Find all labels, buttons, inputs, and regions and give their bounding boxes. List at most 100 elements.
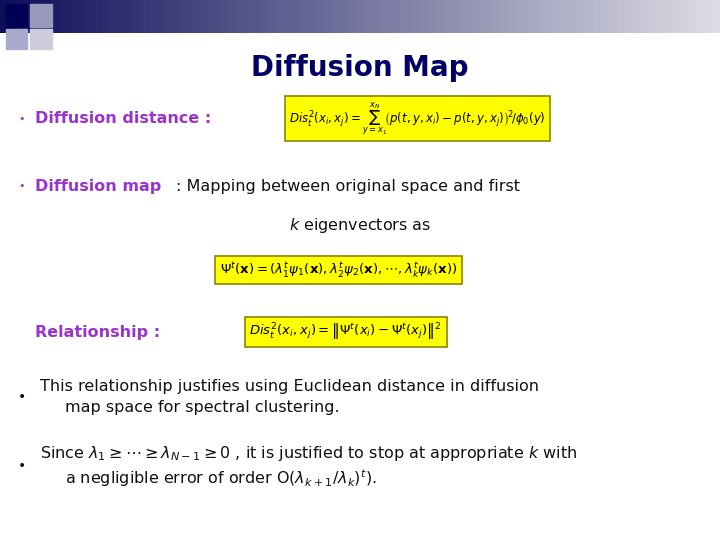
Bar	[115, 0, 117, 33]
Bar	[171, 0, 173, 33]
Bar	[367, 0, 369, 33]
Bar	[605, 0, 607, 33]
Bar	[197, 0, 199, 33]
Bar	[547, 0, 549, 33]
Bar	[96, 0, 99, 33]
Bar	[437, 0, 439, 33]
Bar	[163, 0, 166, 33]
Bar	[86, 0, 89, 33]
Bar	[362, 0, 365, 33]
Bar	[708, 0, 711, 33]
Bar	[535, 0, 538, 33]
Bar	[430, 0, 432, 33]
Bar	[562, 0, 564, 33]
Bar	[600, 0, 603, 33]
Bar	[405, 0, 408, 33]
Bar	[593, 0, 595, 33]
Bar	[571, 0, 574, 33]
Bar	[307, 0, 310, 33]
Bar	[27, 0, 29, 33]
Bar	[247, 0, 250, 33]
Bar	[468, 0, 470, 33]
Bar	[333, 0, 336, 33]
Bar	[540, 0, 542, 33]
Bar	[425, 0, 427, 33]
Bar	[619, 0, 621, 33]
Bar	[182, 0, 185, 33]
Text: $Dis_t^2(x_i,x_j)=\left\|\Psi^t(x_i)-\Psi^t(x_j)\right\|^2$: $Dis_t^2(x_i,x_j)=\left\|\Psi^t(x_i)-\Ps…	[249, 322, 442, 342]
Bar	[701, 0, 703, 33]
Bar	[297, 0, 300, 33]
Bar	[355, 0, 358, 33]
Bar	[549, 0, 552, 33]
Bar	[420, 0, 423, 33]
Bar	[398, 0, 401, 33]
Bar	[473, 0, 475, 33]
Bar	[233, 0, 235, 33]
Bar	[394, 0, 396, 33]
Bar	[125, 0, 127, 33]
Bar	[415, 0, 418, 33]
Bar	[567, 0, 569, 33]
Bar	[662, 0, 665, 33]
Bar	[77, 0, 79, 33]
Bar	[456, 0, 459, 33]
Bar	[108, 0, 110, 33]
Bar	[293, 0, 295, 33]
Bar	[574, 0, 576, 33]
Text: •: •	[18, 114, 24, 124]
Bar	[542, 0, 545, 33]
Bar	[391, 0, 394, 33]
Bar	[99, 0, 101, 33]
Bar	[377, 0, 379, 33]
Bar	[149, 0, 151, 33]
Bar	[132, 0, 135, 33]
Bar	[590, 0, 593, 33]
Bar	[506, 0, 509, 33]
Bar	[451, 0, 454, 33]
Bar	[569, 0, 571, 33]
Text: map space for spectral clustering.: map space for spectral clustering.	[65, 400, 339, 415]
Bar	[603, 0, 605, 33]
Bar	[158, 0, 161, 33]
Text: : Mapping between original space and first: : Mapping between original space and fir…	[176, 179, 521, 194]
Bar	[667, 0, 670, 33]
Bar	[353, 0, 355, 33]
Bar	[295, 0, 297, 33]
Bar	[214, 0, 216, 33]
Bar	[101, 0, 103, 33]
Bar	[192, 0, 194, 33]
Bar	[693, 0, 696, 33]
Bar	[2, 0, 5, 33]
Bar	[173, 0, 175, 33]
Bar	[180, 0, 182, 33]
Bar	[281, 0, 283, 33]
Bar	[161, 0, 163, 33]
Bar	[290, 0, 293, 33]
Bar	[312, 0, 315, 33]
Bar	[55, 0, 58, 33]
Bar	[578, 0, 581, 33]
Bar	[509, 0, 511, 33]
Bar	[14, 0, 17, 33]
Bar	[288, 0, 290, 33]
Bar	[336, 0, 338, 33]
Bar	[665, 0, 667, 33]
Bar	[360, 0, 362, 33]
Bar	[513, 0, 516, 33]
Bar	[67, 0, 70, 33]
Bar	[106, 0, 108, 33]
Bar	[7, 0, 9, 33]
Bar	[626, 0, 629, 33]
Bar	[441, 0, 444, 33]
Text: This relationship justifies using Euclidean distance in diffusion: This relationship justifies using Euclid…	[40, 379, 539, 394]
Bar	[646, 0, 648, 33]
Bar	[389, 0, 391, 33]
Bar	[137, 0, 139, 33]
Bar	[245, 0, 247, 33]
Bar	[317, 0, 319, 33]
Bar	[139, 0, 142, 33]
Bar	[218, 0, 221, 33]
Bar	[552, 0, 554, 33]
Bar	[538, 0, 540, 33]
